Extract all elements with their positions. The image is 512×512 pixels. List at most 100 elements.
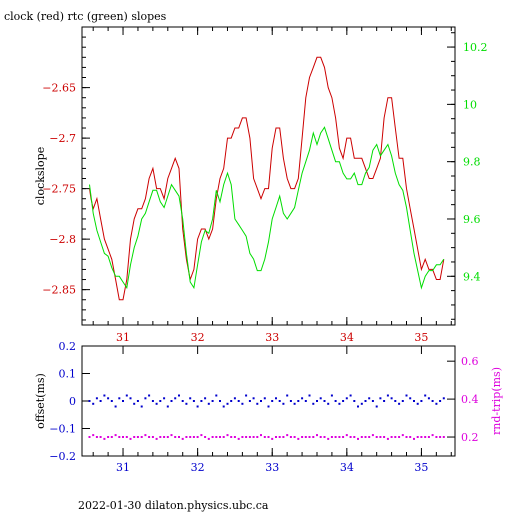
slope-series-layer bbox=[89, 56, 445, 301]
offset-point bbox=[88, 400, 91, 402]
rndtrip-point bbox=[196, 436, 199, 438]
rndtrip-point bbox=[241, 436, 244, 438]
offset-point bbox=[140, 405, 143, 408]
offset-point bbox=[297, 400, 300, 402]
rndtrip-point bbox=[327, 437, 330, 440]
offset-point bbox=[110, 400, 113, 402]
offset-point bbox=[304, 400, 307, 402]
rndtrip-point bbox=[233, 436, 236, 438]
rndtrip-point bbox=[166, 436, 169, 438]
rndtrip-point bbox=[330, 436, 333, 438]
offset-point bbox=[289, 400, 292, 402]
rndtrip-point bbox=[219, 436, 221, 438]
rndtrip-point bbox=[144, 434, 147, 437]
slope-axis-ticks: 31 32 33 34 35 −2.85 −2.8 −2.75 −2.7 −2.65 9.4 9.6 9… bbox=[42, 26, 488, 344]
offset-point bbox=[237, 400, 240, 402]
offset-point bbox=[379, 397, 382, 400]
offset-ytick-label: 0 bbox=[69, 395, 76, 408]
offset-xtick-label: 34 bbox=[340, 461, 354, 474]
rndtrip-point bbox=[316, 434, 318, 437]
offset-point bbox=[301, 397, 304, 400]
slope-xtick-label: 33 bbox=[265, 331, 279, 344]
offset-point bbox=[204, 397, 207, 400]
rndtrip-point bbox=[226, 434, 229, 437]
rndtrip-point bbox=[420, 436, 423, 438]
rndtrip-point bbox=[170, 434, 173, 437]
offset-point bbox=[170, 400, 173, 402]
rndtrip-point bbox=[297, 437, 300, 440]
rndtrip-point bbox=[118, 436, 121, 438]
offset-point bbox=[319, 397, 322, 400]
rndtrip-point bbox=[416, 436, 419, 438]
rndtrip-point bbox=[334, 436, 337, 438]
offset-point bbox=[118, 397, 121, 400]
slope-ytick-label: −2.85 bbox=[42, 284, 76, 297]
rndtrip-point bbox=[349, 436, 352, 438]
offset-point bbox=[125, 394, 128, 397]
rndtrip-point bbox=[185, 436, 188, 438]
offset-point bbox=[334, 400, 337, 402]
rndtrip-point bbox=[222, 436, 225, 438]
rndtrip-point bbox=[357, 437, 359, 440]
rndtrip-point bbox=[155, 437, 158, 440]
rtc-ytick-label: 9.8 bbox=[463, 156, 481, 169]
offset-ytick-label: −0.1 bbox=[49, 423, 76, 436]
offset-point bbox=[342, 400, 345, 402]
rndtrip-ytick-label: 0.2 bbox=[461, 431, 479, 444]
offset-point bbox=[211, 400, 214, 402]
rndtrip-point bbox=[409, 436, 412, 438]
offset-point bbox=[364, 400, 367, 402]
rndtrip-point bbox=[103, 437, 106, 440]
offset-series-layer bbox=[88, 394, 445, 440]
rndtrip-point bbox=[174, 436, 177, 438]
rndtrip-point bbox=[282, 436, 285, 438]
rndtrip-point bbox=[267, 436, 270, 438]
offset-point bbox=[260, 400, 262, 402]
offset-point bbox=[282, 402, 285, 405]
rndtrip-point bbox=[99, 436, 102, 438]
slope-ytick-label: −2.75 bbox=[42, 183, 76, 196]
rndtrip-point bbox=[230, 436, 233, 438]
offset-point bbox=[275, 397, 277, 400]
offset-point bbox=[398, 402, 401, 405]
rndtrip-point bbox=[204, 436, 207, 438]
rndtrip-point bbox=[133, 436, 136, 438]
offset-point bbox=[330, 394, 333, 397]
offset-point bbox=[151, 400, 154, 402]
rndtrip-point bbox=[95, 436, 98, 438]
rndtrip-point bbox=[338, 436, 341, 438]
slope-xtick-label: 35 bbox=[414, 331, 428, 344]
offset-xtick-label: 32 bbox=[191, 461, 205, 474]
offset-point bbox=[424, 394, 427, 397]
rndtrip-point bbox=[289, 436, 292, 438]
rndtrip-point bbox=[275, 436, 277, 438]
offset-xtick-label: 33 bbox=[265, 461, 279, 474]
rtc-ytick-label: 10.2 bbox=[463, 41, 488, 54]
offset-point bbox=[338, 402, 341, 405]
offset-point bbox=[271, 400, 274, 402]
offset-point bbox=[312, 402, 315, 405]
rndtrip-point bbox=[256, 436, 259, 438]
offset-point bbox=[122, 400, 124, 402]
offset-point bbox=[241, 402, 244, 405]
offset-point bbox=[394, 400, 397, 402]
rndtrip-point bbox=[245, 436, 248, 438]
offset-point bbox=[144, 397, 147, 400]
rndtrip-point bbox=[398, 436, 401, 438]
offset-point bbox=[267, 405, 270, 408]
offset-point bbox=[371, 400, 374, 402]
offset-point bbox=[178, 394, 180, 397]
rndtrip-point bbox=[319, 436, 322, 438]
slope-xtick-label: 31 bbox=[116, 331, 130, 344]
rndtrip-point bbox=[237, 437, 240, 440]
rndtrip-ylabel: rnd-trip(ms) bbox=[490, 367, 503, 435]
rndtrip-point bbox=[271, 437, 274, 440]
slope-ytick-label: −2.7 bbox=[49, 132, 76, 145]
offset-point bbox=[103, 394, 106, 397]
rndtrip-point bbox=[163, 436, 166, 438]
offset-point bbox=[353, 400, 356, 402]
rndtrip-point bbox=[312, 436, 315, 438]
slope-xtick-label: 34 bbox=[340, 331, 354, 344]
offset-point bbox=[196, 405, 199, 408]
